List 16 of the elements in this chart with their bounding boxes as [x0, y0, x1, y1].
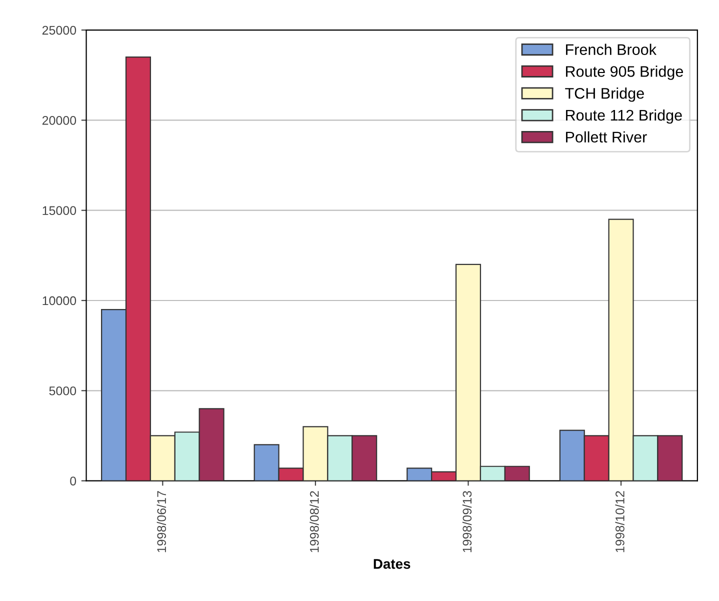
x-tick-label: 1998/08/12: [310, 491, 319, 552]
legend-label: Route 905 Bridge: [566, 66, 684, 80]
x-tick-label: 1998/09/13: [462, 491, 472, 552]
y-tick-label: 0: [70, 476, 76, 486]
y-tick-label: 10000: [42, 296, 76, 306]
legend-label: Route 112 Bridge: [566, 109, 682, 124]
legend-label: French Brook: [566, 44, 657, 56]
legend-label: TCH Bridge: [565, 88, 644, 102]
x-tick-label: 1998/06/17: [156, 491, 166, 552]
y-tick-label: 5000: [49, 386, 76, 396]
y-tick-label: 25000: [42, 26, 76, 35]
legend-label: Pollett River: [566, 131, 647, 143]
y-tick-label: 15000: [42, 206, 76, 215]
y-tick-label: 20000: [42, 116, 76, 125]
x-tick-label: 1998/10/12: [615, 491, 624, 552]
x-axis-title: Dates: [374, 559, 410, 569]
